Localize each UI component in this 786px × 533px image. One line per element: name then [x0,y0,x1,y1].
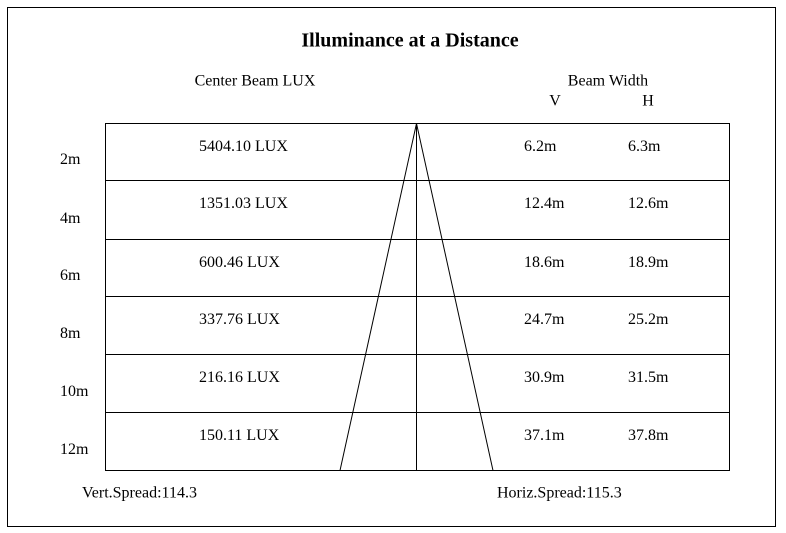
vert-spread: Vert.Spread:114.3 [82,485,197,502]
distance-label: 4m [60,210,81,227]
center-header: Center Beam LUX [195,73,316,90]
distance-label: 2m [60,151,81,168]
h-value: 31.5m [628,369,669,386]
lux-value: 5404.10 LUX [199,138,288,155]
h-value: 12.6m [628,195,669,212]
distance-label: 8m [60,325,81,342]
h-value: 18.9m [628,254,669,271]
lux-value: 600.46 LUX [199,254,280,271]
beam-width-header: Beam Width [568,73,648,90]
lux-value: 216.16 LUX [199,369,280,386]
h-value: 25.2m [628,311,669,328]
v-value: 24.7m [524,311,565,328]
v-header: V [549,93,561,110]
horiz-spread: Horiz.Spread:115.3 [497,485,622,502]
v-value: 30.9m [524,369,565,386]
lux-value: 150.11 LUX [199,427,280,444]
v-value: 37.1m [524,427,565,444]
distance-label: 6m [60,267,81,284]
h-value: 6.3m [628,138,661,155]
v-value: 12.4m [524,195,565,212]
v-value: 18.6m [524,254,565,271]
h-value: 37.8m [628,427,669,444]
v-value: 6.2m [524,138,557,155]
h-header: H [642,93,654,110]
lux-value: 337.76 LUX [199,311,280,328]
title: Illuminance at a Distance [301,30,518,52]
distance-label: 12m [60,441,89,458]
distance-label: 10m [60,383,89,400]
lux-value: 1351.03 LUX [199,195,288,212]
outer-border [7,7,776,527]
